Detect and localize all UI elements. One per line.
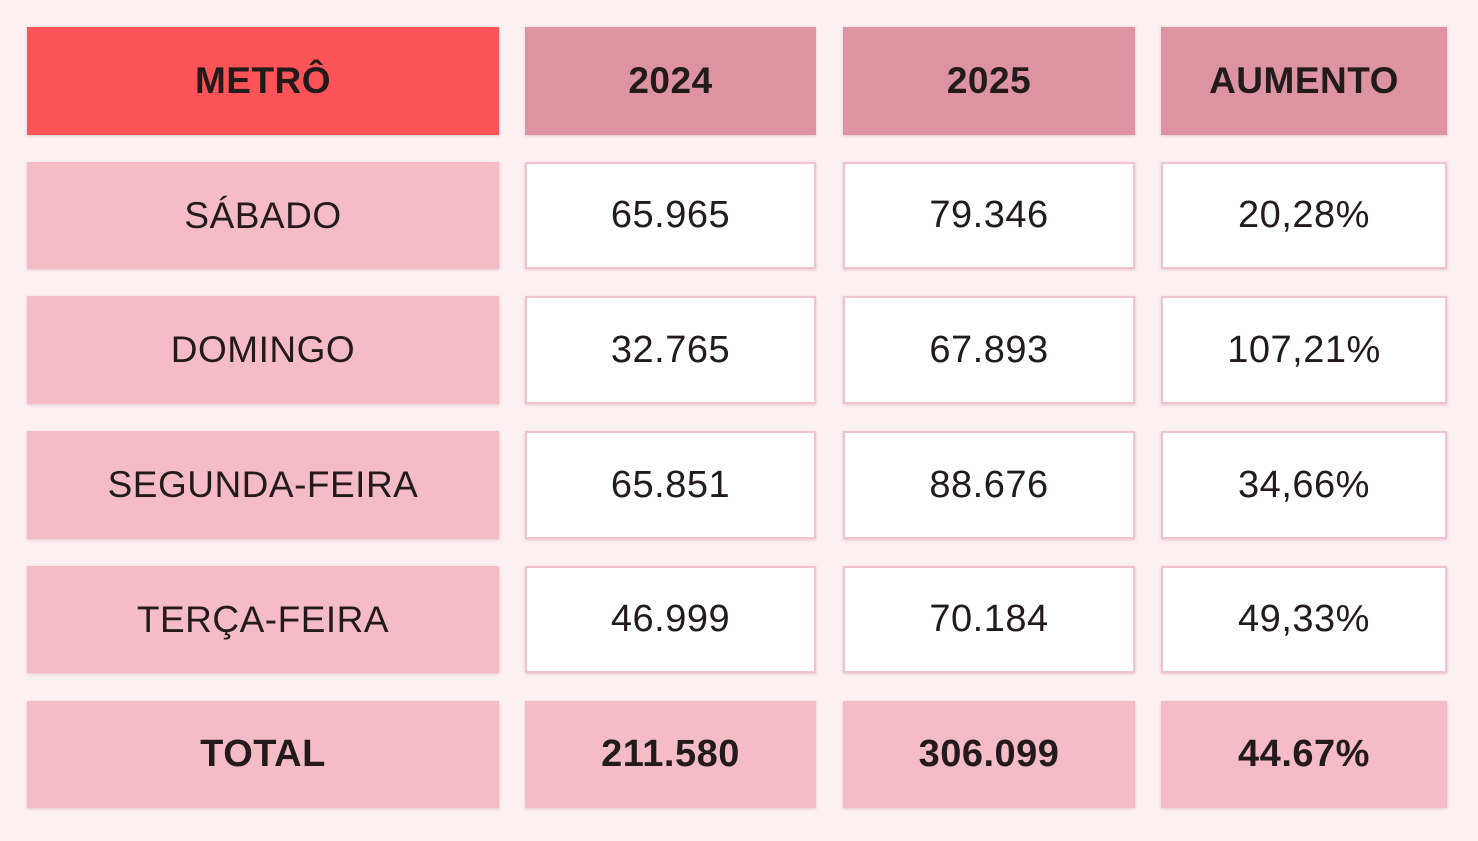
total-cell-increase: 44.67% [1161, 701, 1447, 808]
header-cell-y2024: 2024 [525, 27, 816, 135]
total-cell-label: TOTAL [27, 701, 499, 808]
total-cell-y2024: 211.580 [525, 701, 816, 808]
row-label-cell: SEGUNDA-FEIRA [27, 431, 499, 539]
value-cell-y2025: 79.346 [843, 162, 1135, 269]
value-cell-y2024: 46.999 [525, 566, 816, 673]
total-cell-y2025: 306.099 [843, 701, 1135, 808]
value-cell-y2024: 65.851 [525, 431, 816, 539]
value-cell-y2025: 70.184 [843, 566, 1135, 673]
value-cell-increase: 20,28% [1161, 162, 1447, 269]
row-label-cell: TERÇA-FEIRA [27, 566, 499, 673]
value-cell-increase: 34,66% [1161, 431, 1447, 539]
row-label-cell: DOMINGO [27, 296, 499, 404]
value-cell-y2024: 32.765 [525, 296, 816, 404]
header-cell-y2025: 2025 [843, 27, 1135, 135]
header-cell-increase: AUMENTO [1161, 27, 1447, 135]
row-label-cell: SÁBADO [27, 162, 499, 269]
header-cell-label: METRÔ [27, 27, 499, 135]
value-cell-y2025: 67.893 [843, 296, 1135, 404]
value-cell-increase: 107,21% [1161, 296, 1447, 404]
value-cell-y2025: 88.676 [843, 431, 1135, 539]
value-cell-increase: 49,33% [1161, 566, 1447, 673]
value-cell-y2024: 65.965 [525, 162, 816, 269]
